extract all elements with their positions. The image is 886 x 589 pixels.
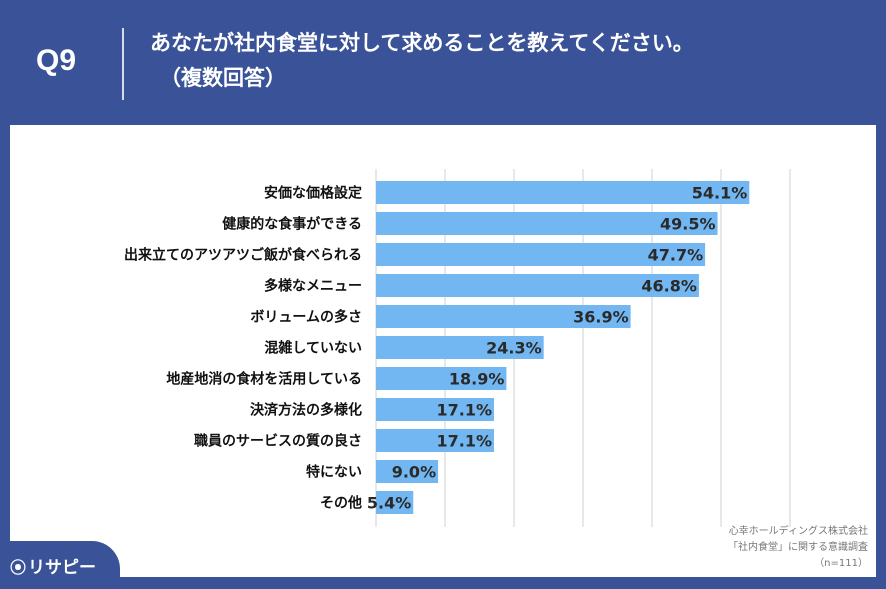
value-label: 36.9% [573, 308, 629, 327]
bar [376, 243, 706, 266]
question-text: あなたが社内食堂に対して求めることを教えてください。 [150, 31, 694, 55]
category-label: 出来立てのアツアツご飯が食べられる [124, 247, 362, 264]
value-label: 5.4% [367, 494, 411, 513]
value-label: 49.5% [660, 215, 716, 234]
bar [376, 429, 494, 452]
source-note: 心幸ホールディングス株式会社 「社内食堂」に関する意識調査 （n=111） [568, 524, 868, 572]
category-label: 地産地消の食材を活用している [166, 371, 362, 388]
category-label: その他 [320, 495, 362, 512]
chart-card: 安価な価格設定 54.1% 健康的な食事ができる 49.5% 出来立てのアツアツご飯が食… [10, 125, 876, 577]
question-number: Q9 [36, 44, 77, 77]
value-label: 47.7% [648, 246, 704, 265]
category-label: 多様なメニュー [264, 278, 362, 295]
value-label: 18.9% [449, 370, 505, 389]
pin-icon: ⦿ [10, 558, 27, 577]
bar [376, 491, 414, 514]
value-label: 54.1% [692, 184, 748, 203]
category-label: 職員のサービスの質の良さ [194, 433, 362, 450]
bar [376, 305, 631, 328]
source-company: 心幸ホールディングス株式会社 [728, 526, 868, 537]
question-subtitle: （複数回答） [160, 66, 286, 90]
value-label: 46.8% [641, 277, 697, 296]
source-sample-size: （n=111） [814, 558, 868, 569]
bar [376, 181, 750, 204]
value-label: 17.1% [436, 401, 492, 420]
category-label: 決済方法の多様化 [250, 402, 362, 419]
bar [376, 398, 494, 421]
question-title: あなたが社内食堂に対して求めることを教えてください。 （複数回答） [150, 26, 870, 96]
value-label: 17.1% [436, 432, 492, 451]
bar [376, 336, 544, 359]
source-survey: 「社内食堂」に関する意識調査 [728, 542, 868, 553]
category-label: ボリュームの多さ [250, 309, 362, 326]
logo: ⦿ リサピー [0, 541, 120, 589]
header: Q9 あなたが社内食堂に対して求めることを教えてください。 （複数回答） [0, 0, 886, 112]
bar [376, 367, 507, 390]
bar [376, 460, 439, 483]
category-label: 特にない [306, 464, 362, 481]
category-label: 混雑していない [264, 340, 362, 357]
bar [376, 212, 718, 235]
bar-chart: 安価な価格設定 54.1% 健康的な食事ができる 49.5% 出来立てのアツアツご飯が食… [124, 169, 791, 527]
value-label: 9.0% [392, 463, 436, 482]
logo-text: リサピー [28, 558, 97, 578]
category-label: 健康的な食事ができる [222, 216, 362, 233]
header-divider [122, 28, 124, 100]
category-label: 安価な価格設定 [264, 185, 362, 202]
value-label: 24.3% [486, 339, 542, 358]
bar [376, 274, 699, 297]
